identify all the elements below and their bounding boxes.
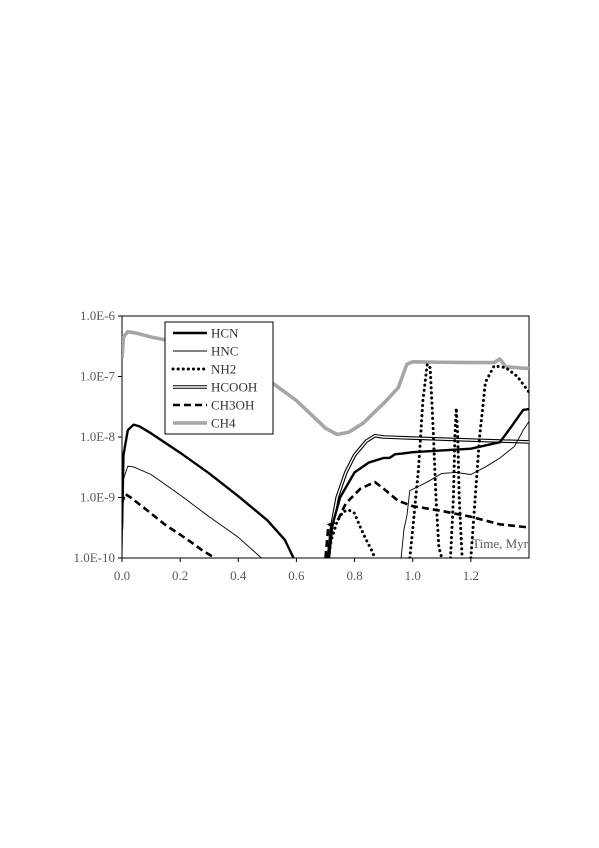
series-line-ch3oh: [324, 480, 529, 558]
series-ch3oh: [122, 480, 529, 558]
x-tick-label: 0.0: [114, 568, 130, 583]
series-ch4: [122, 329, 529, 437]
series-line-hcn: [327, 407, 529, 558]
y-tick-label: 1.0E-8: [80, 429, 115, 444]
y-tick-label: 1.0E-6: [80, 308, 116, 323]
legend-item-nh2: NH2: [171, 362, 236, 377]
series-line-hnc: [122, 465, 262, 558]
plot-lines: [122, 329, 529, 558]
x-tick-label: 1.2: [463, 568, 479, 583]
legend-label: HCOOH: [211, 380, 257, 395]
series-nh2: [326, 362, 529, 558]
legend-item-hcn: HCN: [173, 326, 239, 341]
series-line-nh2: [469, 364, 529, 558]
legend-item-ch4: CH4: [173, 416, 236, 431]
legend-label: HNC: [211, 344, 238, 359]
x-tick-label: 1.0: [405, 568, 421, 583]
legend-label: NH2: [211, 362, 236, 377]
y-tick-label: 1.0E-9: [80, 490, 115, 505]
legend-item-hnc: HNC: [173, 344, 238, 359]
legend-box: [164, 321, 274, 435]
legend-label: CH3OH: [211, 398, 254, 413]
x-tick-label: 0.6: [288, 568, 305, 583]
x-axis: 0.0 0.2 0.4 0.6 0.8 1.0 1.2: [114, 558, 479, 583]
legend-item-hcooh: HCOOH: [173, 380, 257, 395]
x-tick-label: 0.4: [230, 568, 247, 583]
series-line-nh2: [326, 508, 377, 558]
series-hnc: [122, 421, 529, 558]
legend-label: CH4: [211, 416, 236, 431]
series-hcn: [122, 407, 529, 558]
y-tick-label: 1.0E-10: [73, 550, 115, 565]
series-line-ch4: [122, 329, 529, 437]
series-line-nh2: [449, 406, 464, 558]
y-tick-label: 1.0E-7: [80, 369, 116, 384]
x-tick-label: 0.8: [346, 568, 362, 583]
legend: HCN HNC NH2 HCOOH CH3OH CH4: [164, 321, 274, 435]
series-line-hcn: [122, 423, 295, 558]
y-axis: 1.0E-10 1.0E-9 1.0E-8 1.0E-7 1.0E-6: [73, 308, 122, 565]
series-line-hnc: [400, 421, 529, 558]
x-tick-label: 0.2: [172, 568, 188, 583]
legend-label: HCN: [211, 326, 239, 341]
x-axis-title: Time, Myr: [472, 536, 529, 551]
legend-item-ch3oh: CH3OH: [173, 398, 254, 413]
series-line-ch3oh: [122, 492, 216, 558]
